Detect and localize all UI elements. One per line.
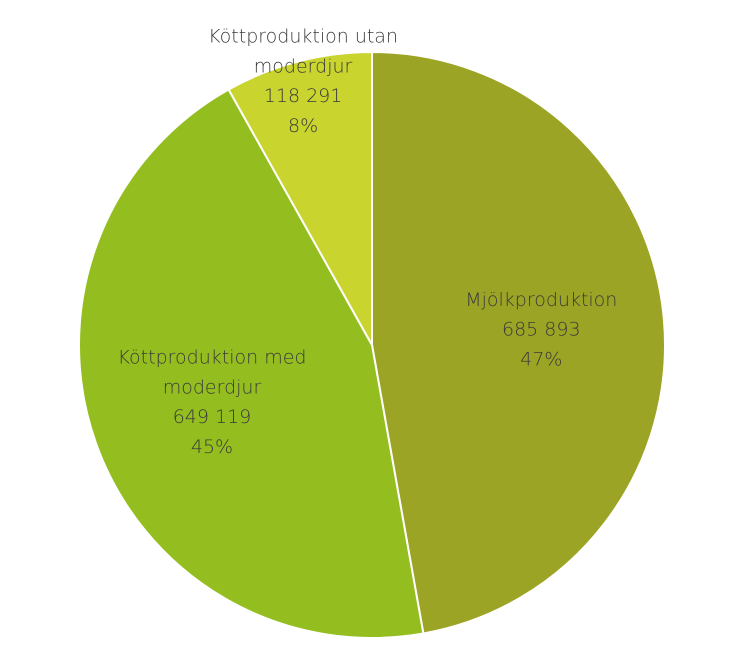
category-label-line: Mjölkproduktion [465, 289, 617, 311]
category-label-line: moderdjur [254, 55, 353, 77]
category-label: Mjölkproduktion [465, 289, 617, 311]
value-label: 118 291 [264, 85, 343, 107]
pie-slice [227, 50, 373, 349]
value-label: 649 119 [173, 406, 252, 428]
percent-label: 45% [191, 436, 233, 458]
percent-label: 8% [288, 115, 318, 137]
pie-slice [78, 88, 425, 639]
pie-slice [371, 50, 666, 635]
category-label: Köttproduktion med moderdjur [118, 346, 307, 398]
value-label: 685 893 [502, 319, 581, 341]
category-label-line: Köttproduktion med [118, 346, 307, 368]
category-label: Köttproduktion utan moderdjur [208, 25, 398, 77]
category-label-line: moderdjur [163, 376, 262, 398]
category-label-line: Köttproduktion utan [208, 25, 398, 47]
percent-label: 47% [520, 349, 562, 371]
